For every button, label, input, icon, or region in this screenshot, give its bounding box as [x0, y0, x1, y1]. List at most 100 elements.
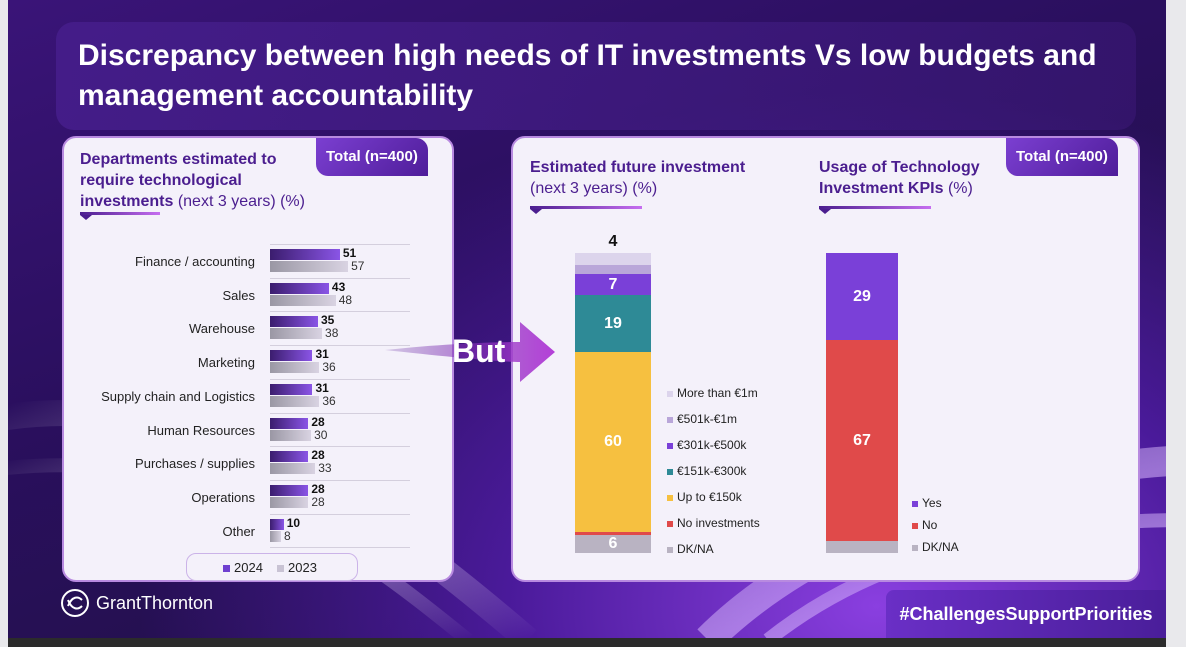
stack-segment	[826, 541, 898, 553]
bar-2023	[270, 530, 281, 542]
value-label-2023: 57	[351, 259, 365, 273]
but-label: But	[452, 333, 506, 369]
segment-value-label: 6	[608, 535, 618, 552]
investment-title-bold: Estimated future investment	[530, 159, 746, 176]
investment-title-sub: (next 3 years) (%)	[530, 180, 658, 197]
legend-swatch	[667, 494, 673, 501]
legend-item: DK/NA	[667, 542, 714, 556]
value-label-2024: 28	[311, 481, 325, 496]
row-divider	[270, 479, 410, 481]
category-label: Warehouse	[189, 321, 255, 337]
row-divider	[270, 513, 410, 515]
category-label: Sales	[222, 287, 255, 303]
value-label-2024: 28	[311, 414, 325, 429]
bar-2023	[270, 463, 316, 475]
stack-segment	[575, 265, 651, 274]
value-label-2023: 38	[325, 326, 339, 341]
stack-segment	[575, 253, 651, 265]
legend-label: More than €1m	[677, 386, 758, 400]
value-label-2024: 31	[315, 347, 329, 362]
stack-segment	[826, 253, 898, 340]
stack-segment	[826, 340, 898, 541]
bar-2024	[270, 451, 309, 463]
value-label-2024: 43	[331, 279, 346, 294]
bar-2024	[270, 518, 284, 530]
value-label-2023: 36	[322, 360, 336, 375]
category-label: Purchases / supplies	[135, 456, 255, 472]
stack-segment	[575, 274, 651, 295]
value-label-2023: 8	[283, 528, 291, 543]
right-total-badge: Total (n=400)	[1006, 138, 1118, 176]
bar-2023	[270, 496, 309, 508]
row-divider	[270, 244, 410, 245]
bar-2024	[270, 282, 329, 294]
left-panel-title: Departments estimated to require technol…	[80, 149, 310, 212]
legend-swatch	[667, 468, 673, 475]
legend-item: No	[912, 518, 937, 532]
legend-label: No investments	[677, 516, 760, 530]
stack-segment	[575, 352, 651, 532]
value-label-2024: 51	[342, 246, 357, 260]
segment-value-label: 29	[853, 287, 871, 305]
row-divider	[270, 311, 410, 313]
bar-2024	[270, 383, 313, 395]
left-title-underline	[80, 212, 160, 220]
left-title-bold: Departments estimated to require technol…	[80, 151, 277, 210]
value-label-2024: 35	[320, 313, 335, 328]
value-label-2023: 30	[314, 427, 328, 442]
legend-2023-swatch	[277, 565, 284, 573]
legend-item: €151k-€300k	[667, 464, 746, 478]
title-panel	[56, 22, 1136, 130]
category-label: Human Resources	[147, 422, 255, 438]
legend-item: No investments	[667, 516, 760, 530]
kpi-chart-title: Usage of Technology Investment KPIs (%)	[819, 157, 1009, 199]
bottom-band	[8, 638, 1166, 647]
value-label-2023: 36	[322, 393, 336, 408]
left-total-badge: Total (n=400)	[316, 138, 428, 176]
investment-chart-title: Estimated future investment (next 3 year…	[530, 157, 790, 199]
legend-item: €301k-€500k	[667, 438, 746, 452]
legend-swatch	[912, 544, 918, 551]
legend-2023: 2023	[277, 560, 317, 575]
category-label: Other	[222, 523, 255, 539]
legend-swatch	[667, 416, 673, 423]
legend-item: More than €1m	[667, 386, 758, 400]
legend-label: €301k-€500k	[677, 438, 747, 452]
bar-2023	[270, 294, 336, 306]
segment-value-label: 4	[608, 233, 618, 250]
bar-2023	[270, 328, 323, 340]
legend-swatch	[667, 442, 673, 449]
legend-label: No	[922, 518, 938, 532]
legend-swatch	[667, 520, 673, 527]
hashtag-banner: #ChallengesSupportPriorities	[886, 590, 1166, 638]
legend-label: €501k-€1m	[677, 412, 738, 426]
legend-label: DK/NA	[922, 540, 959, 554]
grant-thornton-logo: GrantThornton	[60, 588, 213, 618]
legend-swatch	[912, 500, 918, 507]
legend-item: DK/NA	[912, 540, 959, 554]
bar-2024	[270, 249, 340, 260]
left-panel	[62, 136, 454, 582]
left-title-sub: (next 3 years) (%)	[177, 193, 305, 210]
value-label-2024: 10	[286, 515, 301, 530]
row-divider	[270, 446, 410, 448]
bar-2024	[270, 417, 309, 429]
category-label: Finance / accounting	[135, 254, 255, 269]
bar-2023	[270, 362, 320, 374]
logo-mark-icon	[61, 589, 89, 617]
legend-2024-swatch	[223, 565, 230, 573]
legend-item: Yes	[912, 496, 942, 510]
row-divider	[270, 277, 410, 279]
row-divider	[270, 378, 410, 380]
bar-2024	[270, 350, 313, 362]
row-divider	[270, 412, 410, 414]
logo-text: GrantThornton	[96, 592, 214, 613]
kpi-title-sub: (%)	[947, 180, 973, 197]
slide-title: Discrepancy between high needs of IT inv…	[78, 39, 1097, 112]
legend-label: Up to €150k	[677, 490, 742, 504]
legend-swatch	[667, 390, 673, 397]
legend-2023-label: 2023	[288, 560, 317, 575]
but-arrow-icon	[385, 322, 555, 382]
value-label-2024: 31	[315, 380, 329, 395]
bar-2023	[270, 395, 320, 407]
